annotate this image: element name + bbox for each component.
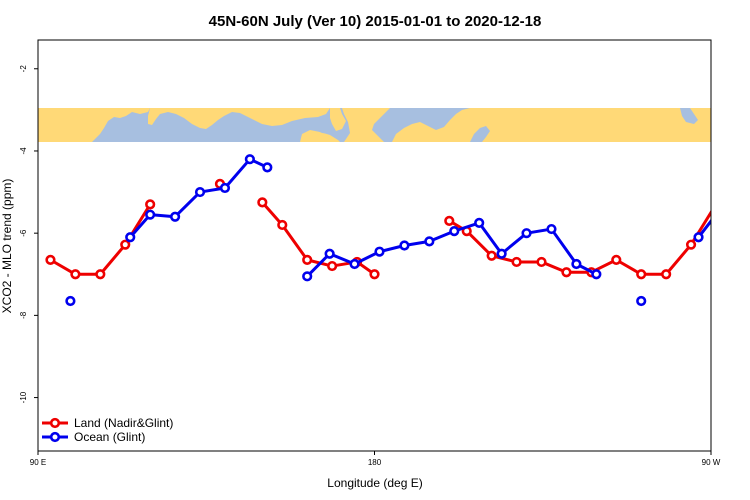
- map-land-europe: [392, 108, 711, 142]
- series-layer: [45, 154, 745, 307]
- series-land-point: [302, 254, 313, 265]
- series-ocean-point: [169, 211, 181, 222]
- series-ocean-point: [571, 258, 582, 270]
- x-tick-label: 90 E: [30, 458, 46, 467]
- legend: Land (Nadir&Glint) Ocean (Glint): [42, 416, 173, 444]
- series-ocean-point: [710, 213, 711, 216]
- series-ocean: [65, 154, 745, 307]
- legend-ocean-label: Ocean (Glint): [74, 430, 145, 444]
- series-ocean-point: [399, 240, 410, 251]
- series-land-line: [448, 209, 711, 276]
- series-land-point: [145, 199, 156, 210]
- series-ocean-point: [474, 217, 485, 228]
- series-ocean-point: [636, 295, 647, 307]
- series-ocean-point: [194, 186, 206, 198]
- series-land-point: [536, 256, 547, 268]
- series-ocean-point: [65, 295, 76, 307]
- series-ocean-point: [424, 236, 435, 247]
- series-land-point: [257, 197, 268, 208]
- series-ocean-point: [496, 248, 507, 259]
- y-axis-label: XCO2 - MLO trend (ppm): [0, 179, 14, 314]
- map-land-hudson: [300, 130, 340, 142]
- plot-frame: [37, 39, 712, 452]
- series-land-point: [636, 269, 647, 280]
- series-land-point: [561, 267, 572, 278]
- map-ocean-kamchatka-sea: [680, 108, 698, 124]
- series-ocean-point: [737, 213, 745, 221]
- series-land: [45, 178, 711, 280]
- series-ocean-point: [449, 226, 460, 237]
- series-land-point: [511, 256, 522, 268]
- series-land-point: [486, 250, 497, 261]
- series-land-point: [661, 269, 672, 280]
- series-ocean-point: [374, 246, 385, 257]
- series-ocean-point: [125, 232, 136, 243]
- series-land-point: [444, 215, 455, 226]
- y-tick-label: -4: [19, 147, 28, 155]
- series-ocean-point: [145, 209, 156, 220]
- series-land-point: [277, 219, 288, 231]
- map-ocean-baltic: [470, 126, 490, 142]
- legend-land-marker: [49, 417, 61, 429]
- series-ocean-point: [546, 223, 557, 235]
- series-land-point: [95, 269, 106, 280]
- series-ocean-point: [244, 154, 255, 165]
- series-land-point: [120, 239, 131, 250]
- series-land-point: [369, 269, 380, 280]
- map-strip: [38, 108, 711, 142]
- x-axis: 90 E 180 90 W: [30, 451, 721, 467]
- series-land-point: [327, 260, 338, 272]
- x-tick-label: 180: [368, 458, 382, 467]
- map-land-canada-east: [342, 108, 390, 142]
- series-ocean-point: [219, 182, 231, 194]
- series-ocean-line: [129, 157, 268, 239]
- series-ocean-line: [697, 218, 711, 239]
- series-land-point: [611, 254, 622, 265]
- map-land-asia: [38, 108, 150, 142]
- series-ocean-point: [521, 228, 532, 239]
- y-axis: -2 -4 -6 -8 -10: [19, 65, 38, 403]
- x-tick-label: 90 W: [702, 458, 721, 467]
- series-land-point: [70, 269, 81, 280]
- x-axis-label: Longitude (deg E): [327, 476, 422, 490]
- series-ocean-point: [302, 271, 313, 282]
- series-land-line: [49, 203, 152, 276]
- y-tick-label: -6: [19, 229, 28, 237]
- plot-lines: [45, 154, 745, 307]
- y-tick-label: -10: [19, 391, 28, 403]
- legend-ocean-marker: [49, 431, 61, 443]
- legend-land-label: Land (Nadir&Glint): [74, 416, 173, 430]
- series-ocean-point: [262, 162, 273, 173]
- series-ocean-point: [324, 248, 335, 259]
- chart-title: 45N-60N July (Ver 10) 2015-01-01 to 2020…: [209, 13, 542, 30]
- map-land-kamchatka: [148, 108, 330, 129]
- map-land-america: [330, 108, 346, 131]
- series-land-point: [710, 203, 711, 206]
- map-ocean-hudson-bay: [316, 120, 334, 134]
- series-ocean-point: [349, 258, 360, 270]
- series-ocean-point: [693, 232, 704, 243]
- y-tick-label: -2: [19, 65, 28, 73]
- series-land-point: [685, 239, 697, 250]
- series-ocean-point: [591, 269, 602, 280]
- series-land-point: [45, 254, 56, 265]
- y-tick-label: -8: [19, 311, 28, 319]
